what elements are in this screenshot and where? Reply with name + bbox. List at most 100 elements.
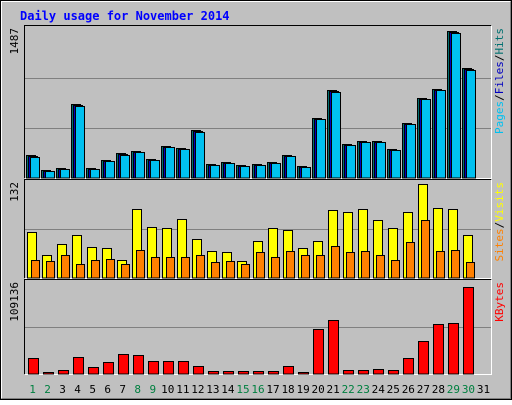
legend-middle: Sites/Visits <box>493 182 506 262</box>
bar-pages-day-9 <box>150 160 160 179</box>
x-label-day-16: 16 <box>251 383 264 396</box>
bar-pages-day-6 <box>105 161 115 179</box>
x-label-day-12: 12 <box>191 383 204 396</box>
bar-kbytes-day-10 <box>163 361 174 375</box>
legend-item-sep1: / <box>493 222 506 229</box>
bar-pages-day-21 <box>331 92 341 179</box>
bar-sites-day-13 <box>211 262 220 279</box>
bar-kbytes-day-4 <box>73 357 84 375</box>
legend-top: Pages/Files/Hits <box>493 28 506 134</box>
bevel-dark <box>1 1 511 399</box>
bar-sites-day-20 <box>316 255 325 279</box>
bevel-light <box>1 1 511 399</box>
x-label-day-25: 25 <box>387 383 400 396</box>
y-axis-max-label: 132 <box>8 182 21 202</box>
panel-border-dark <box>24 25 492 179</box>
bar-pages-day-27 <box>421 99 431 179</box>
bar-kbytes-day-17 <box>268 371 279 375</box>
x-label-day-29: 29 <box>447 383 460 396</box>
bar-kbytes-day-9 <box>148 361 159 375</box>
bar-sites-day-2 <box>46 261 55 279</box>
y-axis-max-label: 109136 <box>8 282 21 322</box>
bar-kbytes-day-11 <box>178 361 189 375</box>
bar-sites-day-14 <box>226 261 235 279</box>
bar-kbytes-day-19 <box>298 372 309 375</box>
x-axis-day-labels: 1 2 3 4 5 6 7 8 9 10 11 12 13 14 15 16 17 18 19 20 21 22 23 24 2… <box>29 383 490 396</box>
x-label-day-6: 6 <box>104 383 111 396</box>
legend-bottom: KBytes <box>493 282 506 322</box>
bar-pages-day-5 <box>90 169 100 179</box>
bar-kbytes-day-29 <box>448 323 459 375</box>
bar-sites-day-26 <box>406 242 415 279</box>
bar-sites-day-6 <box>106 259 115 279</box>
x-label-day-13: 13 <box>206 383 219 396</box>
bar-kbytes-day-2 <box>43 372 54 375</box>
x-label-day-11: 11 <box>176 383 189 396</box>
legend-item-kbytes: KBytes <box>493 282 506 322</box>
bar-sites-day-21 <box>331 246 340 279</box>
x-label-day-15: 15 <box>236 383 249 396</box>
x-label-day-26: 26 <box>402 383 415 396</box>
x-label-day-23: 23 <box>357 383 370 396</box>
bar-pages-day-14 <box>225 163 235 179</box>
bar-pages-day-18 <box>286 156 296 179</box>
bar-kbytes-day-28 <box>433 324 444 375</box>
bar-sites-day-28 <box>436 251 445 279</box>
bar-pages-day-15 <box>240 166 250 179</box>
bar-kbytes-day-12 <box>193 366 204 375</box>
bar-kbytes-day-6 <box>103 362 114 375</box>
bar-kbytes-day-1 <box>28 358 39 375</box>
bar-sites-day-11 <box>181 257 190 279</box>
bar-kbytes-day-7 <box>118 354 129 375</box>
x-label-day-3: 3 <box>59 383 66 396</box>
bar-pages-day-11 <box>180 149 190 179</box>
bar-sites-day-16 <box>256 252 265 279</box>
bar-sites-day-10 <box>166 257 175 279</box>
bar-pages-day-30 <box>466 70 476 179</box>
bar-sites-day-5 <box>91 260 100 279</box>
bar-pages-day-16 <box>256 165 266 179</box>
legend-item-hits: Hits <box>493 28 506 55</box>
x-label-day-5: 5 <box>89 383 96 396</box>
x-label-day-30: 30 <box>462 383 475 396</box>
bar-pages-day-7 <box>120 155 130 179</box>
bar-kbytes-day-14 <box>223 371 234 375</box>
bar-kbytes-day-16 <box>253 371 264 375</box>
bar-sites-day-29 <box>451 250 460 279</box>
bar-kbytes-day-15 <box>238 371 249 375</box>
bar-sites-day-9 <box>151 257 160 279</box>
x-label-day-31: 31 <box>477 383 490 396</box>
x-label-day-8: 8 <box>134 383 141 396</box>
bar-kbytes-day-27 <box>418 341 429 375</box>
x-label-day-20: 20 <box>312 383 325 396</box>
bar-pages-day-25 <box>391 150 401 179</box>
x-label-day-28: 28 <box>432 383 445 396</box>
bar-sites-day-25 <box>391 260 400 279</box>
bar-pages-day-20 <box>316 119 326 179</box>
bar-pages-day-2 <box>45 171 55 179</box>
bar-sites-day-7 <box>121 264 130 279</box>
bar-sites-day-17 <box>271 257 280 279</box>
panel-border-dark <box>24 179 492 279</box>
x-label-day-1: 1 <box>29 383 36 396</box>
bar-sites-day-23 <box>361 251 370 279</box>
x-label-day-21: 21 <box>327 383 340 396</box>
bar-sites-day-3 <box>61 255 70 279</box>
chart-panel-bottom: 109136 KBytes <box>8 279 506 375</box>
x-label-day-27: 27 <box>417 383 430 396</box>
bar-kbytes-day-22 <box>343 370 354 375</box>
chart-panel-middle: 132 Sites/Visits <box>8 179 506 279</box>
bar-pages-day-17 <box>271 163 281 179</box>
bar-pages-day-4 <box>75 106 85 179</box>
x-label-day-7: 7 <box>119 383 126 396</box>
bar-kbytes-day-18 <box>283 366 294 375</box>
x-label-day-17: 17 <box>266 383 279 396</box>
x-label-day-24: 24 <box>372 383 386 396</box>
bar-pages-day-26 <box>406 124 416 179</box>
bar-pages-day-24 <box>376 142 386 179</box>
x-label-day-9: 9 <box>149 383 156 396</box>
x-label-day-4: 4 <box>74 383 81 396</box>
